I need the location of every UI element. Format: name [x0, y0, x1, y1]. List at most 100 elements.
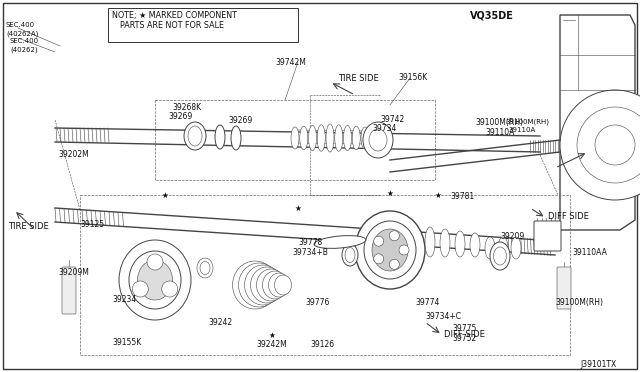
FancyBboxPatch shape — [534, 221, 561, 251]
Ellipse shape — [344, 125, 351, 151]
Ellipse shape — [300, 126, 308, 150]
Text: 39742M: 39742M — [275, 58, 306, 67]
Ellipse shape — [470, 233, 480, 257]
Text: ★: ★ — [435, 190, 442, 199]
Circle shape — [638, 140, 640, 150]
Text: 39242M: 39242M — [256, 340, 287, 349]
Circle shape — [374, 236, 383, 246]
Ellipse shape — [215, 125, 225, 149]
Ellipse shape — [345, 247, 355, 263]
Text: ★: ★ — [387, 189, 394, 198]
Ellipse shape — [361, 127, 369, 149]
Circle shape — [132, 281, 148, 297]
Circle shape — [619, 167, 628, 177]
Ellipse shape — [119, 240, 191, 320]
Circle shape — [619, 113, 628, 124]
Text: 39110A: 39110A — [508, 127, 535, 133]
Text: VQ35DE: VQ35DE — [470, 10, 514, 20]
Circle shape — [162, 281, 178, 297]
Ellipse shape — [275, 275, 291, 295]
Ellipse shape — [490, 242, 510, 270]
Circle shape — [374, 254, 383, 264]
Ellipse shape — [317, 125, 325, 151]
Bar — [80, 195, 570, 355]
Text: TIRE SIDE: TIRE SIDE — [338, 74, 379, 83]
Ellipse shape — [129, 251, 181, 309]
Ellipse shape — [363, 122, 393, 158]
Text: DIFF SIDE: DIFF SIDE — [444, 330, 485, 339]
Text: 39781: 39781 — [450, 192, 474, 201]
Ellipse shape — [239, 263, 280, 307]
Ellipse shape — [138, 260, 173, 300]
Ellipse shape — [231, 126, 241, 150]
Ellipse shape — [197, 258, 213, 278]
FancyBboxPatch shape — [108, 8, 298, 42]
Ellipse shape — [352, 126, 360, 150]
Ellipse shape — [184, 122, 206, 150]
Text: 39100M(RH): 39100M(RH) — [475, 118, 523, 127]
Text: ★: ★ — [294, 203, 301, 212]
Ellipse shape — [364, 221, 416, 279]
Text: 39774: 39774 — [415, 298, 440, 307]
Text: 39269: 39269 — [228, 116, 252, 125]
Ellipse shape — [355, 211, 425, 289]
Ellipse shape — [372, 229, 408, 271]
Text: 39155K: 39155K — [112, 338, 141, 347]
Text: 39268K: 39268K — [172, 103, 201, 112]
Text: 39269: 39269 — [168, 112, 192, 121]
Text: PARTS ARE NOT FOR SALE: PARTS ARE NOT FOR SALE — [120, 21, 224, 30]
Circle shape — [147, 254, 163, 270]
Ellipse shape — [291, 127, 299, 149]
FancyBboxPatch shape — [62, 267, 76, 314]
Ellipse shape — [232, 261, 278, 309]
Text: ★: ★ — [269, 330, 275, 340]
Text: 39110AA: 39110AA — [572, 248, 607, 257]
Text: 39100M(RH): 39100M(RH) — [505, 118, 549, 125]
Text: 39775: 39775 — [452, 324, 476, 333]
Text: 39734: 39734 — [372, 124, 396, 133]
Circle shape — [389, 231, 399, 241]
Text: NOTE; ★ MARKED COMPONENT: NOTE; ★ MARKED COMPONENT — [112, 11, 237, 20]
Text: 39209: 39209 — [500, 232, 524, 241]
Text: 39100M(RH): 39100M(RH) — [555, 298, 603, 307]
Circle shape — [588, 157, 597, 166]
Ellipse shape — [314, 235, 366, 248]
Ellipse shape — [188, 126, 202, 146]
Text: 39110A: 39110A — [485, 128, 515, 137]
Ellipse shape — [326, 124, 334, 152]
Text: J39101TX: J39101TX — [580, 360, 616, 369]
Text: 39752: 39752 — [452, 334, 476, 343]
Ellipse shape — [455, 231, 465, 257]
Text: TIRE SIDE: TIRE SIDE — [8, 222, 49, 231]
Circle shape — [595, 125, 635, 165]
Text: 39234: 39234 — [112, 295, 136, 304]
Text: 39202M: 39202M — [58, 150, 89, 159]
Ellipse shape — [440, 229, 450, 257]
Bar — [155, 100, 435, 180]
Ellipse shape — [485, 237, 495, 259]
FancyBboxPatch shape — [557, 267, 571, 309]
Circle shape — [389, 259, 399, 269]
Text: SEC.400: SEC.400 — [10, 38, 39, 44]
Ellipse shape — [269, 273, 289, 297]
Text: 39734+B: 39734+B — [292, 248, 328, 257]
Text: (40262): (40262) — [10, 46, 38, 52]
Polygon shape — [560, 15, 635, 230]
Ellipse shape — [511, 237, 521, 259]
Text: 39778: 39778 — [298, 238, 323, 247]
Text: 39734+C: 39734+C — [425, 312, 461, 321]
Text: 39126: 39126 — [310, 340, 334, 349]
Ellipse shape — [308, 125, 317, 151]
Ellipse shape — [342, 244, 358, 266]
Text: 39776: 39776 — [305, 298, 330, 307]
Text: 39156K: 39156K — [398, 73, 428, 82]
Circle shape — [588, 124, 597, 134]
Ellipse shape — [250, 267, 284, 303]
Text: (40262A): (40262A) — [6, 30, 38, 36]
Text: 39125: 39125 — [80, 220, 104, 229]
Ellipse shape — [425, 227, 435, 257]
Text: ★: ★ — [161, 190, 168, 199]
Ellipse shape — [262, 271, 287, 299]
Ellipse shape — [244, 265, 282, 305]
Ellipse shape — [369, 129, 387, 151]
